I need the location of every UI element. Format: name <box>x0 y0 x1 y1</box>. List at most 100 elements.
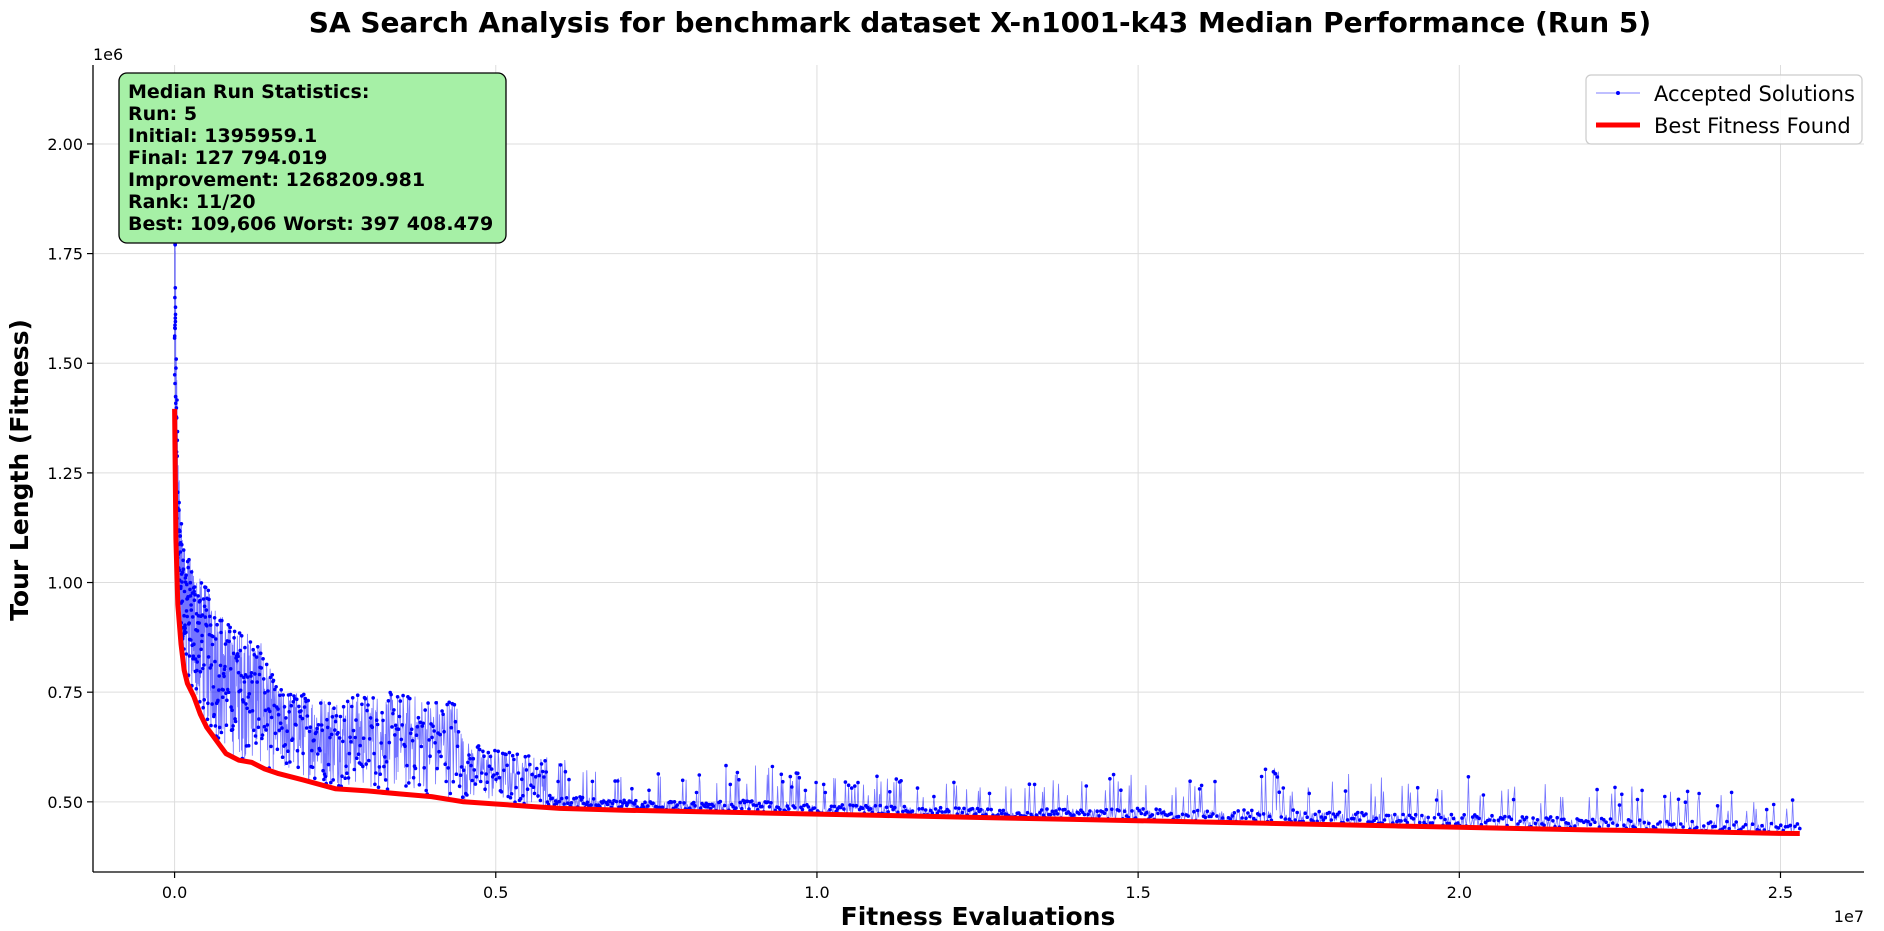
accepted-solution-point <box>502 768 506 773</box>
accepted-solution-point <box>336 730 340 735</box>
accepted-solution-point <box>174 357 178 361</box>
accepted-solution-point <box>232 629 237 634</box>
accepted-solution-point <box>499 790 504 794</box>
accepted-solution-point <box>206 701 210 706</box>
accepted-solution-point <box>484 772 489 776</box>
accepted-solution-point <box>494 777 498 782</box>
accepted-solution-point <box>197 654 201 659</box>
x-tick-label: 0.5 <box>483 883 508 902</box>
accepted-solution-point <box>456 730 461 734</box>
accepted-solution-point <box>614 799 619 804</box>
accepted-solution-point <box>1522 817 1527 822</box>
accepted-solution-point <box>202 698 206 702</box>
accepted-solution-point <box>259 666 264 670</box>
accepted-solution-point <box>1447 821 1452 826</box>
accepted-solution-point <box>1158 808 1162 812</box>
accepted-solution-point <box>224 723 229 727</box>
accepted-solution-point <box>455 744 460 749</box>
accepted-solution-point <box>287 710 292 714</box>
accepted-solution-point <box>1386 813 1391 818</box>
accepted-solution-point <box>1374 816 1378 820</box>
y-ticks: 0.50 0.75 1.00 1.25 1.50 1.75 2.00 <box>47 135 93 812</box>
accepted-solution-point <box>1029 812 1033 817</box>
accepted-solution-point <box>829 804 834 809</box>
accepted-solution-point <box>190 615 195 619</box>
accepted-solution-point <box>375 722 380 727</box>
accepted-solution-point <box>656 772 661 776</box>
accepted-solution-point <box>274 685 278 689</box>
accepted-solution-point <box>262 724 267 729</box>
accepted-solution-point <box>1798 826 1802 831</box>
accepted-solution-point <box>198 699 202 704</box>
accepted-solution-point <box>707 802 711 807</box>
accepted-solution-point <box>860 806 865 810</box>
accepted-solution-point <box>986 807 990 811</box>
accepted-solution-point <box>1041 813 1046 817</box>
accepted-solution-point <box>1460 816 1464 820</box>
accepted-solution-point <box>1240 816 1244 820</box>
accepted-solution-point <box>557 799 562 804</box>
accepted-solution-point <box>179 584 183 589</box>
accepted-solution-point <box>418 720 423 725</box>
accepted-solution-point <box>371 696 376 700</box>
accepted-solution-point <box>1503 814 1507 819</box>
accepted-solution-point <box>178 550 183 554</box>
accepted-solution-point <box>184 652 189 656</box>
accepted-solution-point <box>174 406 179 410</box>
accepted-solution-point <box>1279 815 1284 819</box>
accepted-solution-point <box>223 642 228 646</box>
accepted-solution-point <box>472 768 477 772</box>
accepted-solution-point <box>1776 826 1781 830</box>
accepted-solution-point <box>1215 814 1219 818</box>
accepted-solution-point <box>271 678 276 683</box>
accepted-solution-point <box>975 806 980 811</box>
accepted-solution-point <box>566 801 570 805</box>
accepted-solution-point <box>195 668 199 673</box>
accepted-solution-point <box>383 755 387 759</box>
accepted-solution-point <box>241 700 246 704</box>
accepted-solution-point <box>275 747 280 752</box>
accepted-solution-point <box>735 770 740 775</box>
accepted-solution-point <box>1779 823 1783 827</box>
accepted-solution-point <box>1764 807 1769 812</box>
accepted-solution-point <box>195 660 199 664</box>
accepted-solution-point <box>361 764 365 769</box>
accepted-solution-point <box>1345 818 1350 822</box>
accepted-solution-point <box>303 696 308 701</box>
accepted-solution-point <box>180 570 185 575</box>
accepted-solution-point <box>173 295 177 300</box>
accepted-solution-point <box>504 752 508 757</box>
accepted-solution-point <box>201 597 206 601</box>
accepted-solution-point <box>542 775 546 779</box>
accepted-solution-point <box>507 750 512 755</box>
accepted-solution-point <box>233 719 238 724</box>
accepted-solution-point <box>1647 821 1651 826</box>
accepted-solution-point <box>1077 811 1081 816</box>
y-exponent-label: 1e6 <box>93 45 123 64</box>
accepted-solution-point <box>198 669 203 674</box>
accepted-solution-point <box>731 804 735 809</box>
accepted-solution-point <box>1769 821 1774 826</box>
accepted-solution-point <box>354 718 358 722</box>
accepted-solution-point <box>235 659 239 663</box>
accepted-solution-point <box>793 805 797 810</box>
accepted-solution-point <box>173 243 177 247</box>
accepted-solution-point <box>193 592 197 597</box>
accepted-solution-point <box>260 733 265 737</box>
stats-box-background <box>118 72 507 244</box>
accepted-solution-point <box>737 777 741 782</box>
accepted-solution-point <box>899 779 903 783</box>
accepted-solution-point <box>411 775 416 780</box>
accepted-solution-point <box>1032 782 1037 787</box>
accepted-solution-point <box>409 727 414 732</box>
accepted-solution-point <box>345 699 350 704</box>
accepted-solution-point <box>193 657 198 661</box>
accepted-solution-point <box>381 718 385 723</box>
accepted-solution-point <box>846 783 851 787</box>
accepted-solution-point <box>1186 814 1190 818</box>
accepted-solution-point <box>356 752 361 756</box>
accepted-solution-point <box>1088 809 1092 813</box>
accepted-solution-point <box>302 705 307 709</box>
accepted-solution-point <box>1337 810 1342 815</box>
